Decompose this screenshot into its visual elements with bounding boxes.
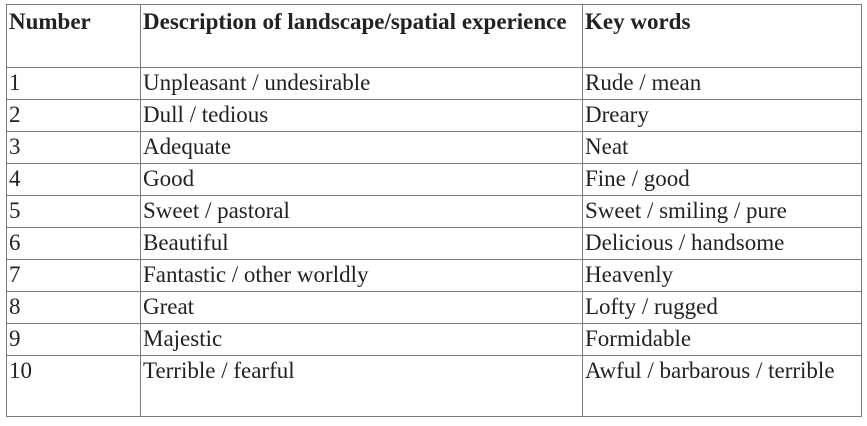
table-row: 4 Good Fine / good <box>6 163 862 196</box>
cell-number: 2 <box>6 99 141 132</box>
cell-key-words: Rude / mean <box>582 67 862 100</box>
cell-key-words: Heavenly <box>582 259 862 292</box>
cell-key-words: Sweet / smiling / pure <box>582 195 862 228</box>
cell-key-words: Lofty / rugged <box>582 291 862 324</box>
table-row: 8 Great Lofty / rugged <box>6 291 862 324</box>
cell-key-words: Formidable <box>582 323 862 356</box>
landscape-scale-table: Number Description of landscape/spatial … <box>6 4 862 417</box>
cell-number: 1 <box>6 67 141 100</box>
cell-description: Good <box>140 163 583 196</box>
table-row: 3 Adequate Neat <box>6 131 862 164</box>
cell-number: 5 <box>6 195 141 228</box>
cell-key-words: Awful / barbarous / terrible <box>582 355 862 417</box>
cell-number: 7 <box>6 259 141 292</box>
cell-key-words: Delicious / handsome <box>582 227 862 260</box>
cell-description: Unpleasant / undesirable <box>140 67 583 100</box>
cell-number: 4 <box>6 163 141 196</box>
cell-description: Majestic <box>140 323 583 356</box>
table-header-row: Number Description of landscape/spatial … <box>6 4 862 68</box>
cell-description: Great <box>140 291 583 324</box>
table-row: 1 Unpleasant / undesirable Rude / mean <box>6 67 862 100</box>
table-row: 5 Sweet / pastoral Sweet / smiling / pur… <box>6 195 862 228</box>
cell-key-words: Dreary <box>582 99 862 132</box>
cell-description: Sweet / pastoral <box>140 195 583 228</box>
cell-key-words: Neat <box>582 131 862 164</box>
cell-description: Beautiful <box>140 227 583 260</box>
cell-number: 3 <box>6 131 141 164</box>
table-row: 7 Fantastic / other worldly Heavenly <box>6 259 862 292</box>
table-row: 9 Majestic Formidable <box>6 323 862 356</box>
cell-description: Terrible / fearful <box>140 355 583 417</box>
cell-number: 10 <box>6 355 141 417</box>
table-row: 2 Dull / tedious Dreary <box>6 99 862 132</box>
cell-number: 8 <box>6 291 141 324</box>
cell-description: Adequate <box>140 131 583 164</box>
cell-key-words: Fine / good <box>582 163 862 196</box>
header-description: Description of landscape/spatial experie… <box>140 4 583 68</box>
cell-number: 9 <box>6 323 141 356</box>
header-number: Number <box>6 4 141 68</box>
cell-description: Dull / tedious <box>140 99 583 132</box>
table-row: 6 Beautiful Delicious / handsome <box>6 227 862 260</box>
cell-description: Fantastic / other worldly <box>140 259 583 292</box>
header-key-words: Key words <box>582 4 862 68</box>
cell-number: 6 <box>6 227 141 260</box>
table-row: 10 Terrible / fearful Awful / barbarous … <box>6 355 862 417</box>
